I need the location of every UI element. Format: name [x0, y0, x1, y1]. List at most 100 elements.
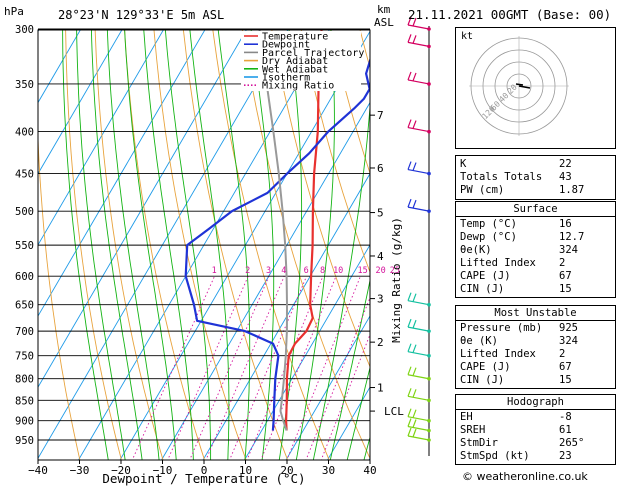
mixing-ratio-line — [131, 275, 216, 460]
mixing-ratio-label: 1 — [212, 266, 217, 276]
wind-barb — [407, 427, 431, 442]
x-axis-label: Dewpoint / Temperature (°C) — [102, 471, 305, 486]
wind-barb-flag — [412, 120, 417, 129]
legend-label: Wet Adiabat — [262, 64, 328, 75]
dry-adiabat-line — [124, 30, 206, 460]
dry-adiabat-line — [94, 30, 164, 460]
mu-value: 925 — [559, 322, 578, 334]
legend-label: Mixing Ratio — [262, 81, 334, 92]
dry-adiabat-line — [182, 30, 289, 460]
dry-adiabat-line — [625, 29, 629, 476]
index-value: 22 — [559, 158, 572, 170]
wind-barb-dot — [427, 27, 431, 31]
wind-barb — [407, 119, 431, 134]
wind-barb-staff — [407, 435, 430, 441]
asl-label: ASL — [374, 16, 394, 29]
wind-barb-staff — [407, 79, 430, 85]
wind-barb-flag — [407, 318, 412, 328]
mixing-ratio-line — [167, 275, 249, 460]
indices-panel: K 22 Totals Totals 43 PW (cm) 1.87 — [455, 155, 616, 200]
hodo-label: StmDir — [460, 437, 498, 449]
x-tick-label: −40 — [28, 464, 48, 477]
mixing-ratio-label: 2 — [245, 266, 250, 276]
height-tick-label: 4 — [377, 250, 384, 263]
isobars — [38, 28, 370, 441]
mu-label: Pressure (mb) — [460, 322, 543, 334]
wind-barb — [407, 418, 431, 433]
skewt-grid — [38, 29, 629, 476]
wind-barb — [407, 34, 431, 49]
wind-barb-staff — [407, 326, 430, 332]
hodograph-trace-2 — [515, 83, 524, 86]
index-value: 43 — [559, 171, 572, 183]
dry-adiabat-line — [38, 127, 81, 460]
wind-barb — [407, 292, 431, 307]
surface-row: Lifted Index 2 — [456, 257, 615, 270]
isotherm-line — [285, 315, 370, 460]
parcel-trajectory-line — [258, 30, 288, 431]
wind-barbs — [407, 16, 431, 456]
pressure-unit-label: hPa — [4, 5, 24, 18]
wet-adiabat-line — [312, 101, 370, 460]
hodo-value: 23 — [559, 450, 572, 462]
most-unstable-title: Most Unstable — [456, 306, 615, 321]
wind-barb-flag — [407, 34, 412, 43]
legend-label: Parcel Trajectory — [262, 48, 364, 59]
wind-barb — [407, 408, 431, 423]
pressure-tick-label: 800 — [15, 374, 34, 386]
x-tick-label: 20 — [280, 464, 293, 477]
wet-adiabat-line — [346, 366, 370, 460]
wind-barb-dot — [427, 302, 431, 307]
mu-label: CIN (J) — [460, 374, 505, 386]
mixing-ratio-line — [189, 275, 270, 460]
legend-label: Isotherm — [262, 73, 310, 84]
wind-barb-flag — [412, 293, 417, 302]
wind-barb-flag — [412, 344, 417, 353]
wind-barb-dot — [427, 428, 431, 433]
wind-barb-dot — [427, 353, 431, 358]
isotherm-line — [38, 30, 206, 317]
wet-adiabat-line — [62, 30, 109, 460]
height-tick-label: 1 — [377, 382, 384, 395]
hodo-label: SREH — [460, 424, 486, 436]
x-tick-label: 30 — [322, 464, 335, 477]
x-tick-label: −20 — [111, 464, 131, 477]
pressure-tick-label: 900 — [15, 416, 34, 428]
wind-barb — [407, 71, 431, 86]
wind-barb-staff — [407, 126, 430, 133]
wind-barb-flag — [412, 389, 417, 398]
mu-value: 67 — [559, 361, 572, 373]
wind-barb-dot — [427, 418, 431, 423]
wind-barb-flag — [407, 71, 412, 81]
wind-barb-flag — [412, 17, 417, 27]
mu-row: Lifted Index 2 — [456, 348, 615, 361]
copyright: © weatheronline.co.uk — [462, 470, 588, 483]
pressure-tick-label: 450 — [15, 169, 34, 181]
surface-value: 12.7 — [559, 231, 585, 243]
pressure-tick-label: 950 — [15, 435, 34, 447]
mu-row: CIN (J) 15 — [456, 374, 615, 387]
hodo-row: StmSpd (kt) 23 — [456, 450, 615, 463]
wind-barb-flag — [412, 35, 417, 44]
surface-row: CIN (J) 15 — [456, 283, 615, 296]
wind-barb-flag — [412, 409, 417, 418]
wind-barb-staff — [407, 168, 430, 175]
wind-barb-flag — [412, 419, 417, 428]
x-tick-label: −30 — [70, 464, 90, 477]
hodo-value: 265° — [559, 437, 585, 449]
index-label: PW (cm) — [460, 184, 505, 196]
wind-barb-staff — [407, 41, 430, 47]
surface-value: 16 — [559, 218, 572, 230]
wind-barb-staff — [407, 425, 430, 432]
isotherm-line — [38, 30, 81, 104]
mu-value: 2 — [559, 348, 566, 360]
index-value: 1.87 — [559, 184, 585, 196]
mixing-ratio-line — [260, 275, 337, 460]
hodo-value: 61 — [559, 424, 572, 436]
mu-value: 15 — [559, 374, 572, 386]
hodo-label: EH — [460, 411, 473, 423]
surface-value: 15 — [559, 283, 572, 295]
isotherm-line — [326, 386, 370, 460]
pressure-tick-label: 350 — [15, 79, 34, 91]
